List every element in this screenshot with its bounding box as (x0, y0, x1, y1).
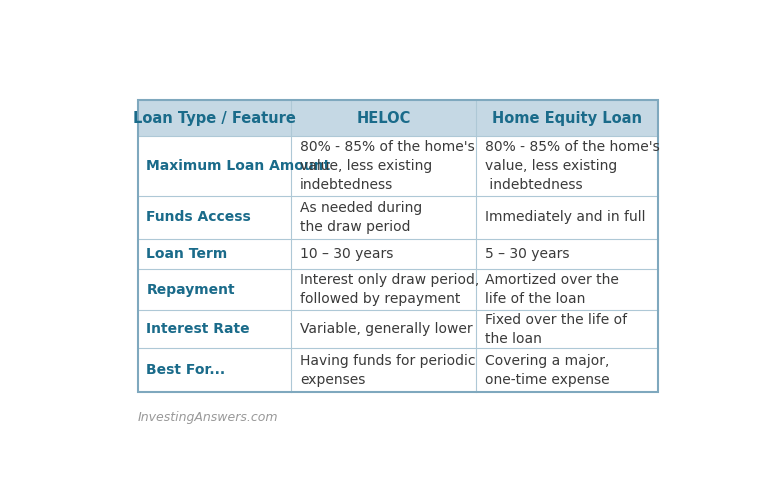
Text: Interest Rate: Interest Rate (146, 322, 250, 336)
Text: Covering a major,
one-time expense: Covering a major, one-time expense (485, 354, 610, 387)
Text: Home Equity Loan: Home Equity Loan (492, 111, 642, 126)
Text: 10 – 30 years: 10 – 30 years (300, 247, 393, 261)
Bar (138, 348, 658, 392)
Bar (138, 196, 658, 239)
Text: Having funds for periodic
expenses: Having funds for periodic expenses (300, 354, 476, 387)
Bar (138, 100, 658, 136)
Text: Fixed over the life of
the loan: Fixed over the life of the loan (485, 312, 627, 345)
Text: HELOC: HELOC (356, 111, 411, 126)
Bar (138, 310, 658, 348)
Text: 5 – 30 years: 5 – 30 years (485, 247, 569, 261)
Text: Amortized over the
life of the loan: Amortized over the life of the loan (485, 273, 619, 306)
Text: 80% - 85% of the home's
value, less existing
indebtedness: 80% - 85% of the home's value, less exis… (300, 140, 475, 192)
Text: As needed during
the draw period: As needed during the draw period (300, 201, 422, 234)
Bar (138, 269, 658, 310)
Bar (138, 100, 658, 392)
Text: Repayment: Repayment (146, 283, 235, 297)
Text: Maximum Loan Amount: Maximum Loan Amount (146, 159, 331, 173)
Text: 80% - 85% of the home's
value, less existing
 indebtedness: 80% - 85% of the home's value, less exis… (485, 140, 660, 192)
Text: Variable, generally lower: Variable, generally lower (300, 322, 473, 336)
Text: Loan Type / Feature: Loan Type / Feature (133, 111, 296, 126)
Text: Funds Access: Funds Access (146, 210, 251, 224)
Bar (138, 136, 658, 196)
Text: Best For...: Best For... (146, 363, 225, 377)
Text: Immediately and in full: Immediately and in full (485, 210, 645, 224)
Bar (138, 239, 658, 269)
Text: Loan Term: Loan Term (146, 247, 228, 261)
Text: Interest only draw period,
followed by repayment: Interest only draw period, followed by r… (300, 273, 479, 306)
Text: InvestingAnswers.com: InvestingAnswers.com (138, 411, 278, 424)
